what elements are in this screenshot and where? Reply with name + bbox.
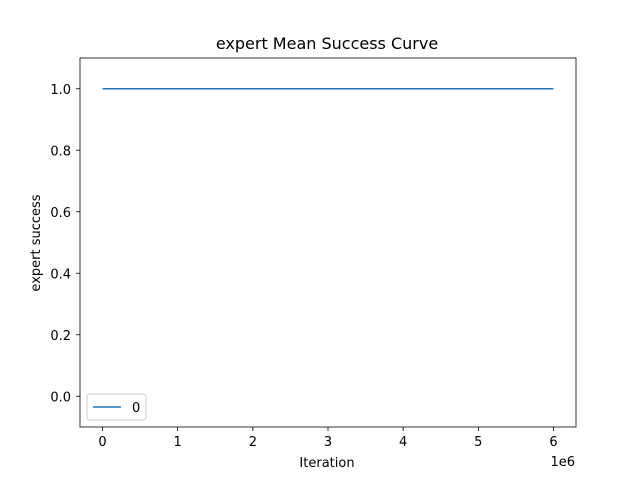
x-tick-label: 2 bbox=[249, 435, 257, 450]
y-tick-label: 1.0 bbox=[50, 83, 71, 98]
y-tick-label: 0.6 bbox=[50, 206, 71, 221]
axes-frame bbox=[79, 57, 577, 428]
x-tick-label: 3 bbox=[324, 435, 332, 450]
y-tick-label: 0.8 bbox=[50, 144, 71, 159]
chart-title: expert Mean Success Curve bbox=[216, 34, 438, 53]
y-tick-label: 0.0 bbox=[50, 390, 71, 405]
y-tick-label: 0.4 bbox=[50, 267, 71, 282]
x-tick-label: 5 bbox=[474, 435, 482, 450]
legend: 0 bbox=[86, 393, 147, 421]
legend-label-series-0: 0 bbox=[132, 401, 140, 416]
x-axis-offset-label: 1e6 bbox=[550, 455, 575, 470]
y-tick-label: 0.2 bbox=[50, 329, 71, 344]
plot-area: 0 1 2 3 4 5 6 0.0 0.2 0.4 0.6 0.8 1.0 bbox=[50, 57, 577, 450]
x-axis-label: Iteration bbox=[299, 456, 354, 471]
x-tick-label: 4 bbox=[399, 435, 407, 450]
x-tick-label: 0 bbox=[98, 435, 106, 450]
x-tick-label: 1 bbox=[174, 435, 182, 450]
y-axis-label: expert success bbox=[29, 194, 44, 291]
x-tick-label: 6 bbox=[549, 435, 557, 450]
